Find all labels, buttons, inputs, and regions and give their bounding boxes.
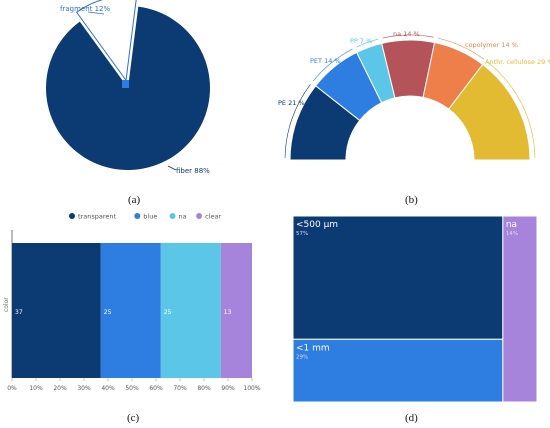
- donut-slice-cellulose: [448, 63, 531, 161]
- bar-value-na: 25: [164, 309, 172, 316]
- bar-value-transparent: 37: [15, 309, 23, 316]
- x-tick-label-3: 30%: [77, 385, 91, 392]
- legend-label-na: na: [179, 213, 187, 221]
- legend-dot-blue: [134, 213, 141, 219]
- treemap-label-na: na: [506, 220, 517, 230]
- legend-label-clear: clear: [205, 213, 221, 221]
- treemap-label-lt1mm: <1 mm: [296, 343, 330, 353]
- panel-c: transparent blue na clear color 37 25 25 13 0% 10%…: [0, 206, 275, 428]
- pie-slice-fragment: [75, 0, 137, 82]
- treemap-cell-lt500um: [292, 215, 504, 340]
- treemap-pct-lt500um: 57%: [296, 231, 308, 237]
- donut-label-pp: PP 7 %: [350, 37, 372, 45]
- legend-dot-clear: [196, 213, 203, 219]
- bar-segment-clear: [220, 243, 252, 378]
- legend-dot-transparent: [69, 213, 75, 219]
- x-tick-label-9: 90%: [221, 385, 235, 392]
- bar-segment-na: [160, 243, 221, 378]
- donut-label-na: na 14 %: [393, 30, 420, 38]
- leader-line-fiber: [167, 165, 177, 171]
- donut-callout-pet: [312, 48, 353, 82]
- legend-label-blue: blue: [143, 213, 157, 221]
- donut-callout-na: [382, 34, 434, 39]
- panel-a: fragment 12% fiber 88% (a): [0, 0, 275, 214]
- x-tick-label-2: 20%: [53, 385, 67, 392]
- leader-line-fragment: [87, 11, 105, 15]
- x-tick-label-4: 40%: [101, 385, 115, 392]
- x-tick-label-10: 100%: [243, 385, 260, 392]
- x-tick-label-7: 70%: [173, 385, 187, 392]
- pie-slice-fiber: [45, 6, 210, 171]
- treemap-cell-lt1mm: [292, 338, 504, 403]
- x-tick-label-6: 60%: [149, 385, 163, 392]
- y-category-label: color: [3, 297, 10, 312]
- donut-callout-copolymer: [437, 37, 485, 60]
- pie-center-marker: [122, 80, 129, 88]
- x-tick-label-8: 80%: [197, 385, 211, 392]
- donut-label-copolymer: copolymer 14 %: [465, 41, 518, 49]
- stacked-bar-chart-c: transparent blue na clear color 37 25 25 13 0% 10%…: [3, 213, 261, 393]
- bar-segment-blue: [100, 243, 161, 378]
- treemap-pct-lt1mm: 29%: [296, 354, 308, 360]
- bar-segment-transparent: [12, 243, 101, 378]
- caption-c: (c): [127, 412, 140, 424]
- panel-b: PE 21 % PET 14 % PP 7 % na 14 % copolymer 14…: [275, 0, 550, 214]
- legend-label-transparent: transparent: [78, 213, 116, 221]
- legend-dot-na: [169, 213, 176, 219]
- treemap-pct-na: 14%: [506, 231, 518, 237]
- donut-callout-pp: [356, 38, 379, 48]
- x-tick-label-1: 10%: [29, 385, 43, 392]
- caption-a: (a): [128, 194, 141, 206]
- treemap-label-lt500um: <500 μm: [296, 220, 338, 230]
- label-fragment: fragment 12%: [60, 5, 111, 13]
- donut-label-cellulose: Anthr. cellulose 29 %: [485, 58, 550, 66]
- x-tick-label-0: 0%: [7, 385, 17, 392]
- bar-value-blue: 25: [104, 309, 112, 316]
- caption-b: (b): [405, 194, 418, 206]
- caption-d: (d): [405, 412, 418, 424]
- panel-d: <500 μm 57% <1 mm 29% na 14% (d): [275, 206, 550, 428]
- treemap-cell-na: [502, 215, 538, 403]
- pie-chart-a: fragment 12% fiber 88%: [45, 0, 210, 175]
- donut-callout-cellulose: [487, 61, 536, 158]
- half-donut-chart-b: PE 21 % PET 14 % PP 7 % na 14 % copolymer 14…: [278, 30, 550, 161]
- x-tick-label-5: 50%: [125, 385, 139, 392]
- label-fiber: fiber 88%: [176, 167, 210, 175]
- donut-label-pet: PET 14 %: [310, 57, 341, 65]
- donut-callout-pe: [284, 84, 311, 158]
- bar-value-clear: 13: [224, 309, 232, 316]
- donut-label-pe: PE 21 %: [278, 99, 305, 107]
